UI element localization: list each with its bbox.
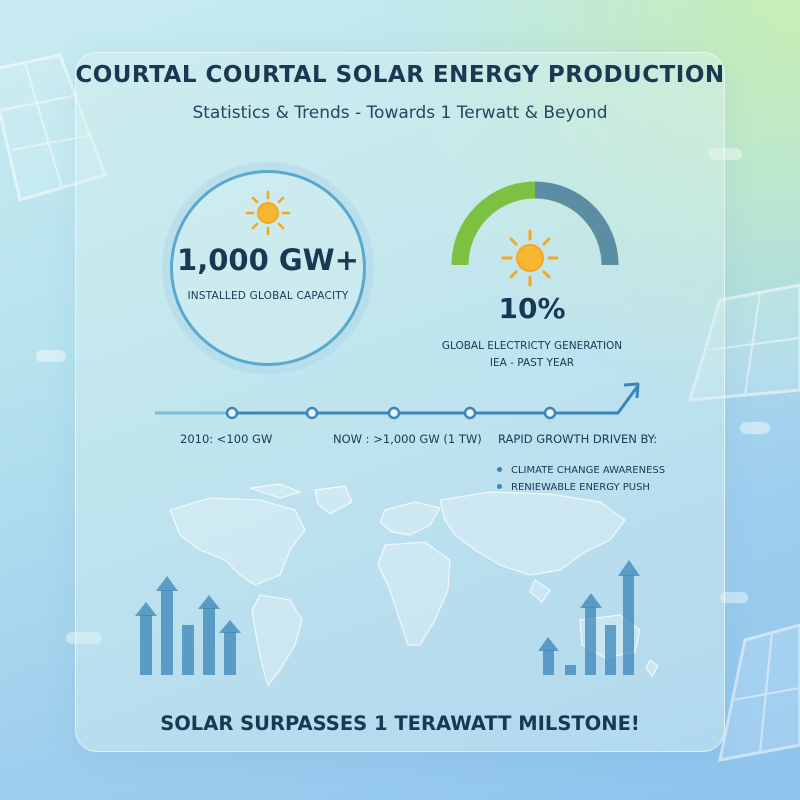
milestone-headline: SOLAR SURPASSES 1 TERAWATT MILSTONE! bbox=[160, 712, 640, 735]
page-title: COURTAL COURTAL SOLAR ENERGY PRODUCTION bbox=[75, 62, 725, 88]
page-subtitle: Statistics & Trends - Towards 1 Terwatt … bbox=[192, 103, 608, 123]
list-item: RENIEWABLE ENERGY PUSH bbox=[497, 479, 665, 496]
timeline-node bbox=[305, 406, 319, 420]
electricity-share-gauge bbox=[451, 181, 619, 266]
timeline-start-label: 2010: <100 GW bbox=[180, 432, 273, 446]
sun-icon bbox=[501, 229, 559, 287]
timeline-node bbox=[225, 406, 239, 420]
electricity-share-value: 10% bbox=[498, 292, 566, 325]
electricity-share-source: IEA - PAST YEAR bbox=[489, 357, 575, 369]
growth-drivers-list: CLIMATE CHANGE AWARENESS RENIEWABLE ENER… bbox=[497, 462, 665, 496]
growth-bars-icon bbox=[135, 576, 241, 675]
timeline-now-label: NOW : >1,000 GW (1 TW) bbox=[333, 432, 482, 446]
solar-panel-icon bbox=[718, 623, 800, 762]
electricity-share-label-line1: GLOBAL ELECTRICTY GENERATION bbox=[441, 340, 623, 352]
solar-panel-icon bbox=[0, 53, 107, 202]
electricity-share-label: GLOBAL ELECTRICTY GENERATION IEA - PAST … bbox=[432, 338, 632, 372]
sun-icon bbox=[245, 190, 291, 236]
world-map-icon bbox=[169, 483, 659, 687]
timeline-node bbox=[463, 406, 477, 420]
growth-drivers-heading: RAPID GROWTH DRIVEN BY: bbox=[498, 432, 658, 446]
growth-bars-icon bbox=[538, 560, 640, 675]
capacity-value: 1,000 GW+ bbox=[177, 243, 359, 277]
bullet-icon bbox=[497, 483, 502, 489]
growth-timeline bbox=[155, 382, 640, 420]
timeline-node bbox=[387, 406, 401, 420]
list-item: CLIMATE CHANGE AWARENESS bbox=[497, 462, 665, 479]
capacity-label: INSTALLED GLOBAL CAPACITY bbox=[187, 290, 349, 302]
bullet-icon bbox=[497, 466, 502, 472]
timeline-node bbox=[543, 406, 557, 420]
solar-panel-icon bbox=[687, 283, 800, 402]
